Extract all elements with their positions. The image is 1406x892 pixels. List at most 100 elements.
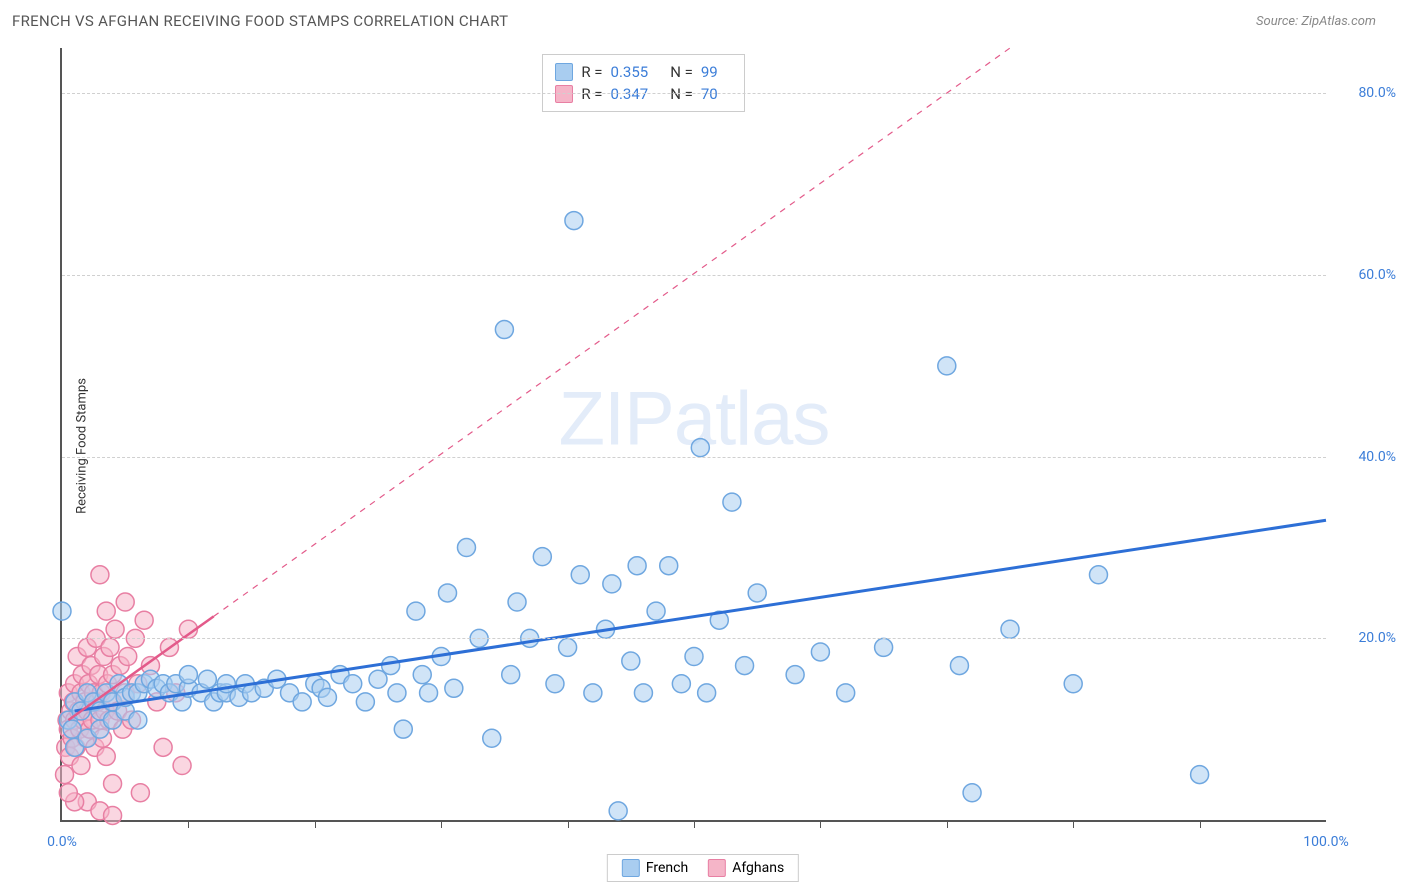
- data-point: [508, 593, 526, 611]
- data-point: [786, 666, 804, 684]
- data-point: [344, 675, 362, 693]
- data-point: [101, 638, 119, 656]
- y-tick-label: 80.0%: [1336, 85, 1396, 101]
- data-point: [622, 652, 640, 670]
- data-point: [104, 775, 122, 793]
- x-tick: [188, 820, 189, 828]
- legend-item: French: [622, 859, 688, 877]
- data-point: [634, 684, 652, 702]
- data-point: [609, 802, 627, 820]
- data-point: [546, 675, 564, 693]
- data-point: [97, 747, 115, 765]
- data-point: [356, 693, 374, 711]
- data-point: [660, 557, 678, 575]
- data-point: [628, 557, 646, 575]
- stat-n-label: N =: [670, 63, 693, 81]
- data-point: [445, 679, 463, 697]
- source-attribution: Source: ZipAtlas.com: [1256, 14, 1376, 29]
- data-point: [388, 684, 406, 702]
- data-point: [131, 784, 149, 802]
- series-legend: French Afghans: [607, 854, 799, 882]
- title-bar: FRENCH VS AFGHAN RECEIVING FOOD STAMPS C…: [0, 0, 1406, 38]
- data-point: [483, 729, 501, 747]
- data-point: [565, 212, 583, 230]
- data-point: [647, 602, 665, 620]
- data-point: [420, 684, 438, 702]
- data-point: [1001, 620, 1019, 638]
- legend-item: Afghans: [708, 859, 784, 877]
- legend-label: French: [646, 860, 688, 876]
- data-point: [97, 602, 115, 620]
- x-tick-label: 0.0%: [47, 834, 77, 850]
- data-point: [950, 657, 968, 675]
- y-tick-label: 60.0%: [1336, 267, 1396, 283]
- gridline-h: [62, 275, 1326, 276]
- x-tick: [568, 820, 569, 828]
- trend-line: [75, 520, 1326, 711]
- data-point: [698, 684, 716, 702]
- data-point: [963, 784, 981, 802]
- data-point: [584, 684, 602, 702]
- data-point: [736, 657, 754, 675]
- legend-swatch: [708, 859, 726, 877]
- y-tick-label: 20.0%: [1336, 630, 1396, 646]
- data-point: [318, 688, 336, 706]
- stat-n-value: 99: [701, 63, 718, 81]
- data-point: [129, 711, 147, 729]
- data-point: [1064, 675, 1082, 693]
- data-point: [495, 321, 513, 339]
- x-tick-label: 100.0%: [1303, 834, 1348, 850]
- data-point: [91, 566, 109, 584]
- x-tick: [1200, 820, 1201, 828]
- x-tick: [694, 820, 695, 828]
- data-point: [72, 757, 90, 775]
- legend-label: Afghans: [732, 860, 784, 876]
- data-point: [748, 584, 766, 602]
- y-tick-label: 40.0%: [1336, 449, 1396, 465]
- data-point: [179, 666, 197, 684]
- plot-area: ZIPatlas R = 0.355N = 99R = 0.347N = 70 …: [60, 48, 1326, 822]
- data-point: [173, 757, 191, 775]
- correlation-stats-box: R = 0.355N = 99R = 0.347N = 70: [542, 54, 744, 112]
- data-point: [938, 357, 956, 375]
- data-point: [603, 575, 621, 593]
- data-point: [457, 539, 475, 557]
- data-point: [407, 602, 425, 620]
- data-point: [59, 784, 77, 802]
- data-point: [571, 566, 589, 584]
- data-point: [104, 806, 122, 824]
- stat-r-value: 0.355: [611, 63, 649, 81]
- data-point: [685, 648, 703, 666]
- x-tick: [947, 820, 948, 828]
- data-point: [119, 648, 137, 666]
- chart-title: FRENCH VS AFGHAN RECEIVING FOOD STAMPS C…: [12, 12, 508, 30]
- data-point: [106, 620, 124, 638]
- stat-r-label: R =: [581, 63, 602, 81]
- data-point: [1191, 766, 1209, 784]
- data-point: [837, 684, 855, 702]
- data-point: [559, 638, 577, 656]
- legend-swatch: [622, 859, 640, 877]
- gridline-h: [62, 457, 1326, 458]
- data-point: [502, 666, 520, 684]
- x-tick: [315, 820, 316, 828]
- gridline-h: [62, 638, 1326, 639]
- data-point: [293, 693, 311, 711]
- data-point: [691, 439, 709, 457]
- data-point: [394, 720, 412, 738]
- series-swatch: [555, 63, 573, 81]
- data-point: [672, 675, 690, 693]
- chart-container: FRENCH VS AFGHAN RECEIVING FOOD STAMPS C…: [0, 0, 1406, 892]
- data-point: [116, 593, 134, 611]
- data-point: [533, 548, 551, 566]
- x-tick: [441, 820, 442, 828]
- data-point: [154, 738, 172, 756]
- data-point: [875, 638, 893, 656]
- data-point: [56, 766, 74, 784]
- stats-row: R = 0.355 N = 99: [555, 61, 731, 83]
- data-point: [1089, 566, 1107, 584]
- data-point: [811, 643, 829, 661]
- x-tick: [820, 820, 821, 828]
- data-point: [382, 657, 400, 675]
- scatter-plot-svg: [62, 48, 1326, 820]
